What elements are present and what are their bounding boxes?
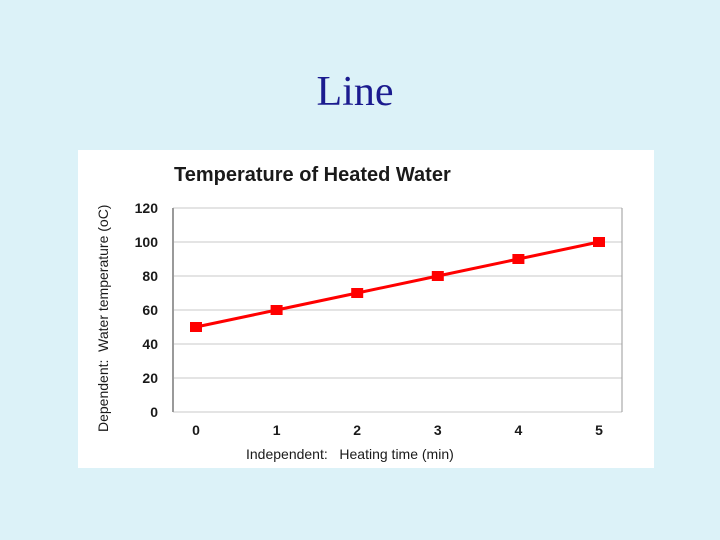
x-tick-label: 2	[353, 422, 361, 438]
gridlines	[173, 207, 622, 413]
x-tick-label: 0	[192, 422, 200, 438]
data-point-marker	[190, 322, 202, 332]
x-tick-label: 5	[595, 422, 603, 438]
data-point-marker	[593, 237, 605, 247]
series-layer	[190, 237, 605, 332]
line-chart: Temperature of Heated Water 020406080100…	[95, 164, 623, 462]
y-tick-label: 60	[142, 302, 158, 318]
y-tick-label: 80	[142, 268, 158, 284]
chart-panel: Temperature of Heated Water 0 20 40 60 80 100…	[78, 150, 654, 468]
series-line	[195, 240, 600, 329]
y-axis-ticks: 0 20 40 60 80 100 120	[135, 200, 159, 420]
y-tick-label: 0	[150, 404, 158, 420]
data-point-marker	[512, 254, 525, 264]
slide-title: Line	[316, 69, 394, 115]
x-axis-ticks: 0 1 2 3 4 5	[192, 422, 603, 438]
y-axis-label: Dependent: Water temperature (oC)	[95, 205, 111, 432]
x-axis-label: Independent: Heating time (min)	[246, 446, 454, 462]
x-tick-label: 3	[434, 422, 442, 438]
x-tick-label: 1	[273, 422, 281, 438]
chart-title: Temperature of Heated Water	[174, 164, 451, 186]
data-point-marker	[351, 288, 364, 298]
y-tick-label: 120	[135, 200, 159, 216]
data-point-marker	[431, 271, 444, 281]
x-tick-label: 4	[515, 422, 523, 438]
y-tick-label: 20	[142, 370, 158, 386]
y-tick-label: 40	[142, 336, 158, 352]
data-point-marker	[270, 305, 283, 315]
y-tick-label: 100	[135, 234, 159, 250]
